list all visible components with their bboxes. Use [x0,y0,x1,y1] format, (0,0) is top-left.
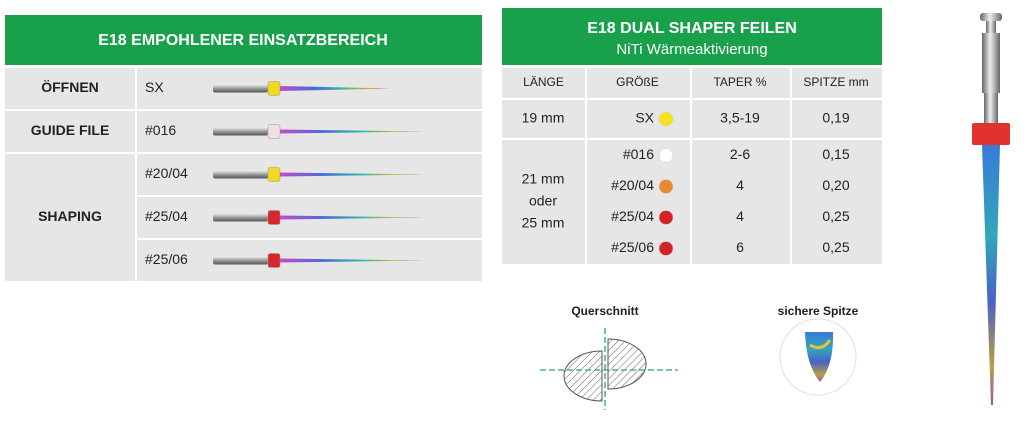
taper: 6 [736,239,744,255]
table-title: E18 DUAL SHAPER FEILEN [587,20,797,37]
file-handle [213,213,268,222]
size-dot [658,179,674,194]
size: SX [635,110,654,126]
cell [792,100,882,138]
tip: 0,25 [822,239,849,255]
row-label: ÖFFNEN [41,79,99,95]
file-size: #016 [145,122,176,138]
size: #25/06 [611,239,654,255]
file-handle [213,84,268,93]
table-title: E18 EMPOHLENER EINSATZBEREICH [98,32,388,49]
row-label: SHAPING [38,208,102,224]
length: 25 mm [522,215,565,231]
instrument-image [972,13,1010,405]
tip: 0,15 [822,146,849,162]
file-image [213,253,426,268]
header-cell [502,68,585,98]
size-dot [658,148,674,163]
file-shaft [280,129,426,134]
file-size: #20/04 [145,165,188,181]
column-header: TAPER % [713,75,766,89]
tip: 0,25 [822,208,849,224]
tip: 0,20 [822,177,849,193]
header-cell [792,68,882,98]
table-header [5,15,482,65]
length: 21 mm [522,171,565,187]
cell [692,100,790,138]
header-cell [692,68,790,98]
column-header: LÄNGE [523,75,564,89]
size: #016 [623,146,654,162]
file-image [213,124,426,139]
length: oder [529,193,557,209]
file-shaft [280,172,426,177]
file-image [213,81,391,96]
cell [502,140,585,264]
file-ring [267,210,281,225]
row-label-cell [5,68,135,109]
taper: 2-6 [730,146,750,162]
size: #20/04 [611,177,654,193]
file-handle [213,127,268,136]
table-subtitle: NiTi Wärmeaktivierung [616,41,767,58]
taper: 4 [736,208,744,224]
file-ring [267,253,281,268]
file-image [213,210,426,225]
cell [692,140,790,264]
file-shaft [280,215,426,220]
row-label: GUIDE FILE [31,122,110,138]
table-header [502,8,882,65]
row-label-cell [5,154,135,281]
taper: 4 [736,177,744,193]
column-header: GRÖßE [616,75,659,89]
file-ring [267,167,281,182]
tip: 0,19 [822,110,849,126]
file-handle [213,256,268,265]
taper: 3,5-19 [720,110,760,126]
cross-section-diagram [540,328,678,410]
safe-tip-diagram [779,318,857,396]
file-ring [267,81,281,96]
file-shaft [280,258,426,263]
column-header: SPITZE mm [803,75,868,89]
file-size: #25/04 [145,208,188,224]
size-dot [658,210,674,225]
file-image [213,167,426,182]
file-shaft [280,86,391,91]
diagram-label: sichere Spitze [778,304,859,318]
file-size: SX [145,79,164,95]
file-size: #25/06 [145,251,188,267]
size: #25/04 [611,208,654,224]
cell [502,100,585,138]
cell [587,140,690,264]
file-handle [213,170,268,179]
diagram-label: Querschnitt [571,304,638,318]
cell [792,140,882,264]
header-cell [587,68,690,98]
length: 19 mm [522,110,565,126]
size-dot [658,241,674,256]
file-ring [267,124,281,139]
row-label-cell [5,111,135,152]
size-dot [658,111,674,127]
